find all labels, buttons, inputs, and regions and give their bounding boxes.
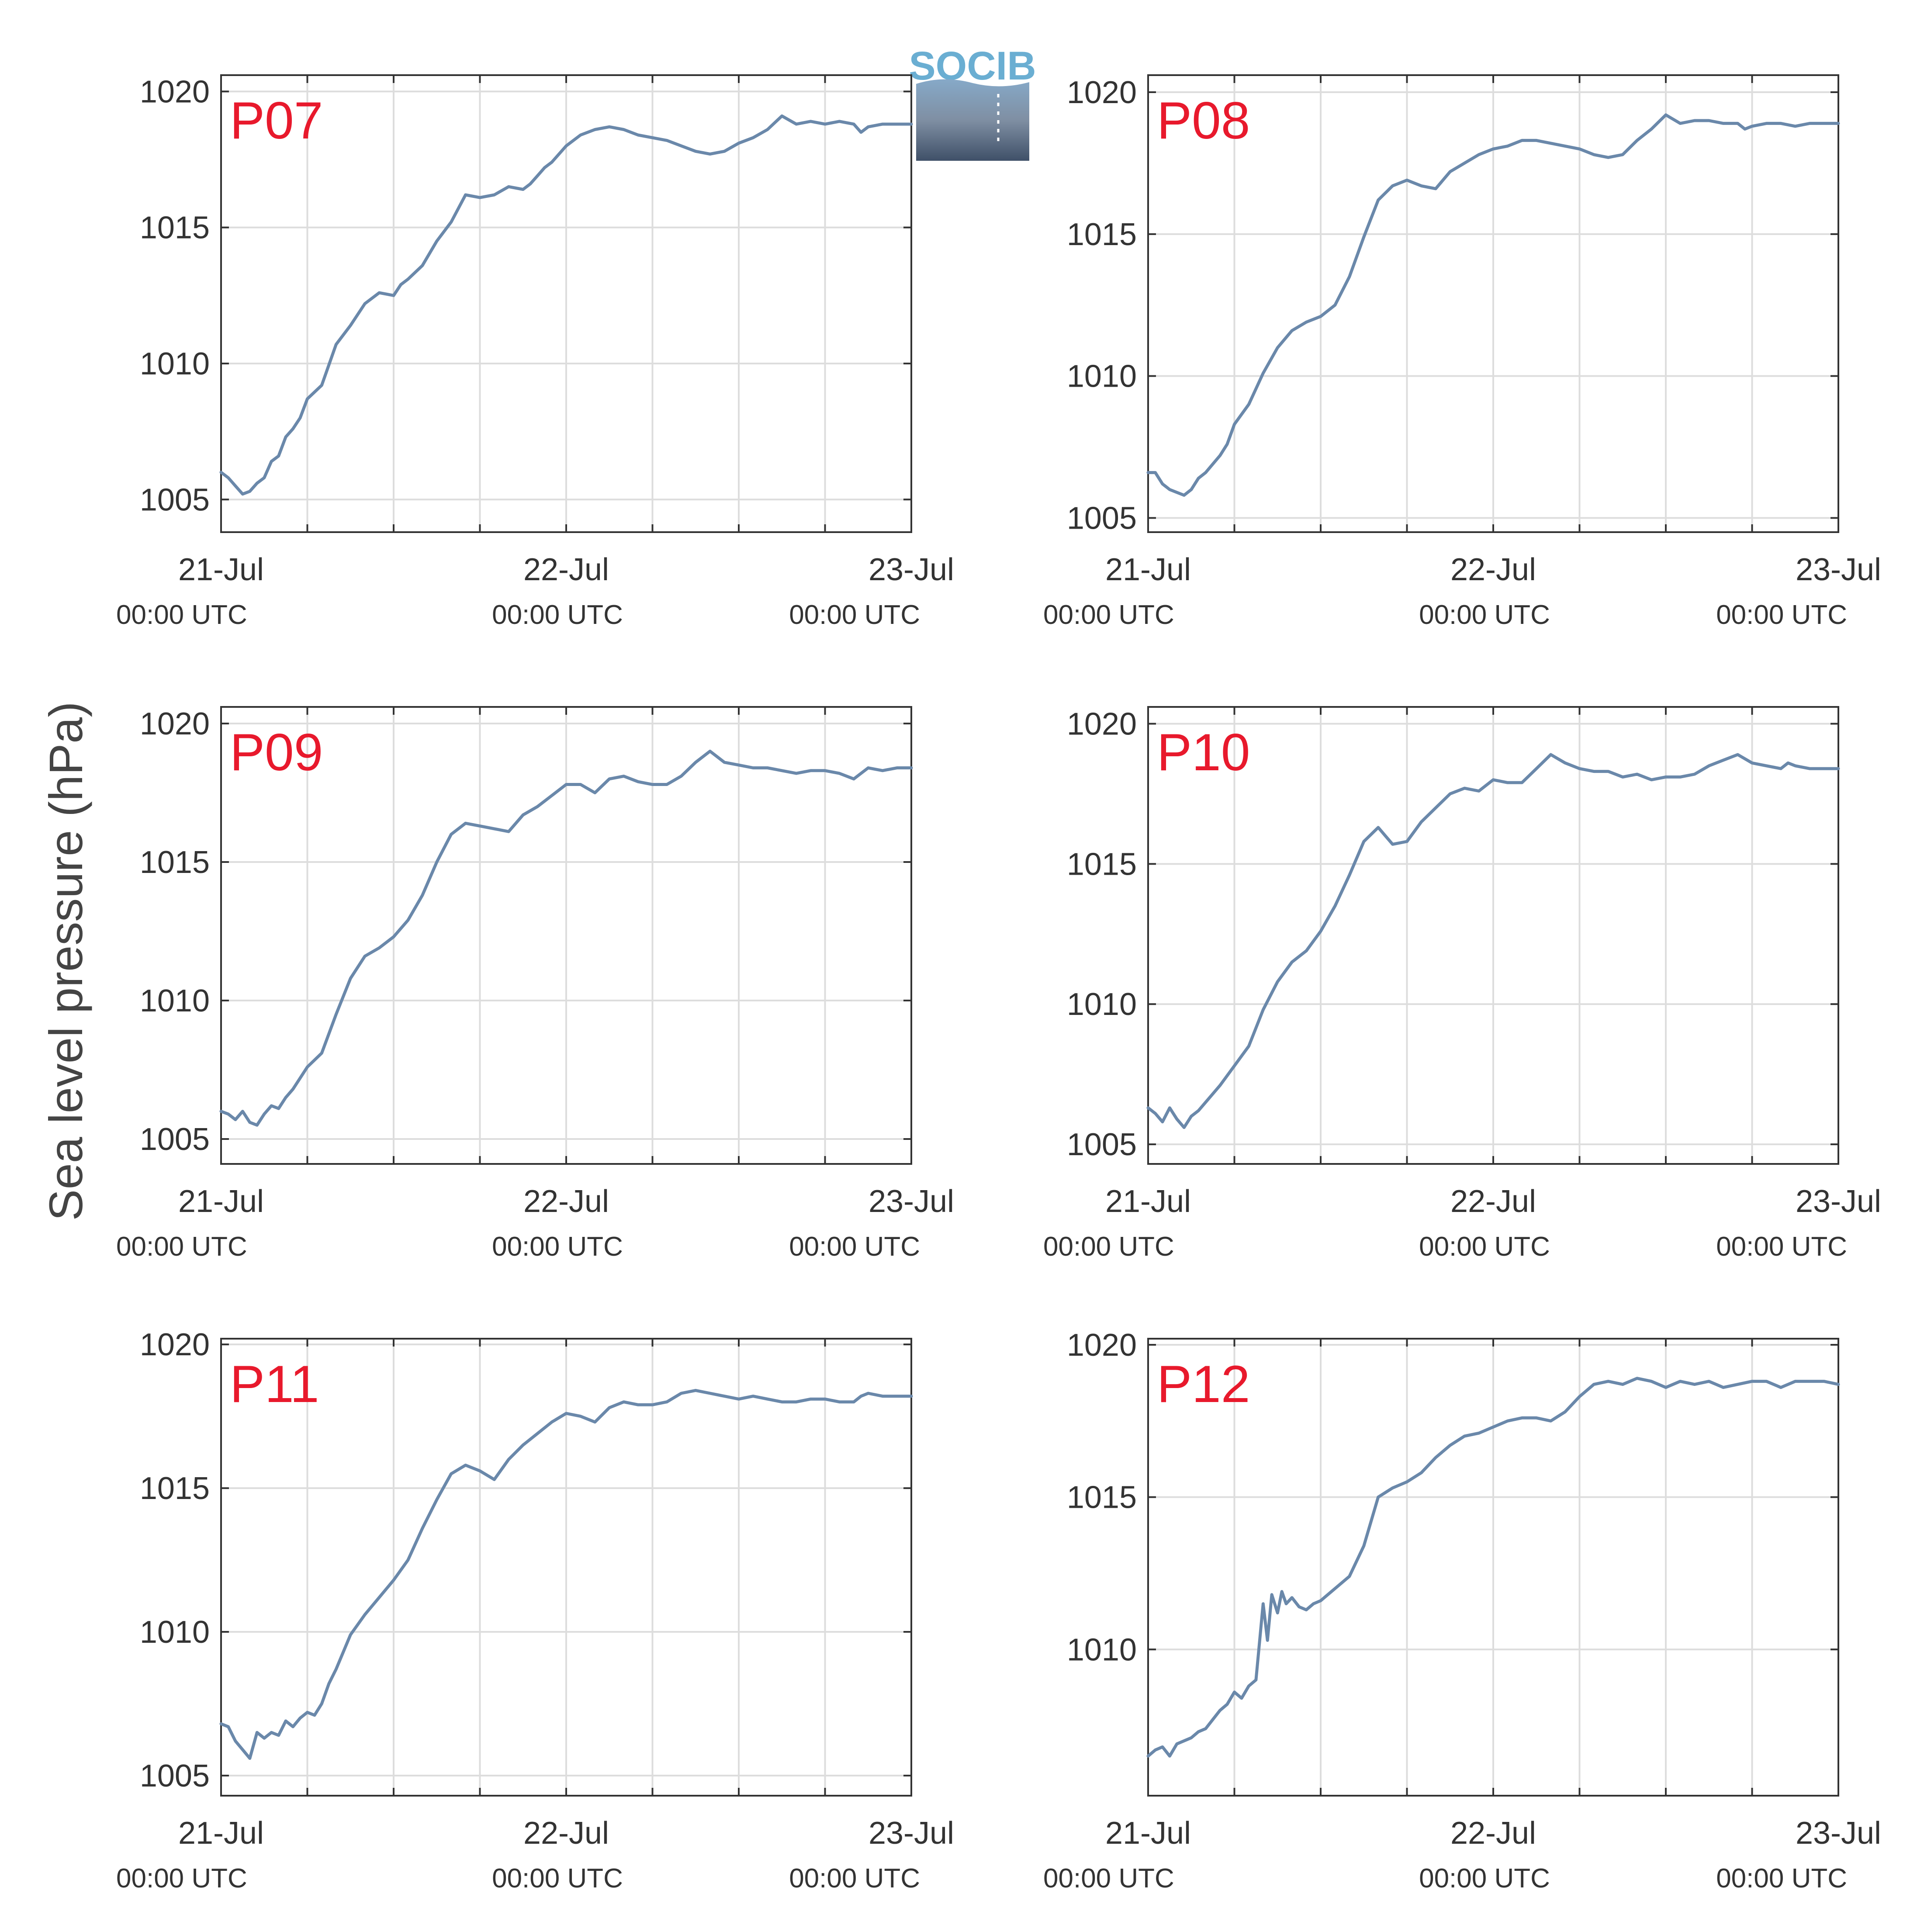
x-tick-label-time: 00:00 UTC xyxy=(1419,600,1550,630)
panel-p07: 1005 1010 1015 1020 21-Jul 00:00 UTC 22-Jul 00:… xyxy=(116,74,954,630)
panel-label: P08 xyxy=(1157,91,1250,150)
y-tick-label: 1020 xyxy=(140,74,210,109)
x-tick-label-time: 00:00 UTC xyxy=(1419,1863,1550,1894)
y-tick-label: 1020 xyxy=(140,1327,210,1362)
x-tick-label-date: 21-Jul xyxy=(1105,1816,1191,1851)
x-tick-label-time: 00:00 UTC xyxy=(1043,1863,1174,1894)
y-tick-label: 1005 xyxy=(140,1759,210,1794)
x-tick-label-date: 21-Jul xyxy=(178,552,264,587)
y-tick-label: 1020 xyxy=(140,706,210,741)
x-tick-label-date: 22-Jul xyxy=(1450,552,1536,587)
pressure-series-line xyxy=(1146,113,1840,497)
y-tick-label: 1005 xyxy=(1067,501,1137,536)
x-tick-label-time: 00:00 UTC xyxy=(789,1863,920,1894)
x-tick-label-date: 23-Jul xyxy=(1796,552,1881,587)
x-tick-label-date: 21-Jul xyxy=(1105,552,1191,587)
y-tick-label: 1015 xyxy=(1067,1480,1137,1515)
x-tick-label-date: 22-Jul xyxy=(1450,1184,1536,1219)
x-tick-label-date: 21-Jul xyxy=(1105,1184,1191,1219)
pressure-series-line xyxy=(219,1388,913,1760)
socib-logo: SOCIB xyxy=(909,44,1036,161)
x-tick-label-time: 00:00 UTC xyxy=(1716,600,1847,630)
x-tick-label-time: 00:00 UTC xyxy=(116,600,247,630)
x-tick-label-time: 00:00 UTC xyxy=(116,1863,247,1894)
y-tick-label: 1015 xyxy=(140,1471,210,1506)
x-tick-label-date: 23-Jul xyxy=(1796,1816,1881,1851)
x-tick-label-time: 00:00 UTC xyxy=(492,1232,623,1262)
panel-p09: 1005 1010 1015 1020 21-Jul 00:00 UTC 22-Jul 00:… xyxy=(116,706,954,1262)
panel-label: P10 xyxy=(1157,723,1250,782)
x-tick-label-time: 00:00 UTC xyxy=(1043,1232,1174,1262)
y-tick-label: 1015 xyxy=(1067,847,1137,882)
x-tick-label-date: 21-Jul xyxy=(178,1816,264,1851)
y-tick-label: 1015 xyxy=(140,845,210,880)
panel-p12: 1010 1015 1020 21-Jul 00:00 UTC 22-Jul 00:00 U… xyxy=(1043,1328,1881,1894)
x-tick-label-time: 00:00 UTC xyxy=(1043,600,1174,630)
panel-label: P12 xyxy=(1157,1355,1250,1413)
y-tick-label: 1005 xyxy=(140,482,210,517)
y-tick-label: 1010 xyxy=(1067,987,1137,1022)
x-tick-label-date: 22-Jul xyxy=(523,1816,609,1851)
y-tick-label: 1015 xyxy=(140,211,210,246)
y-tick-label: 1020 xyxy=(1067,707,1137,742)
logo-wave xyxy=(916,79,1029,161)
y-tick-label: 1015 xyxy=(1067,217,1137,252)
panel-p08: 1005 1010 1015 1020 21-Jul 00:00 UTC 22-Jul 00:… xyxy=(1043,74,1881,630)
x-tick-label-time: 00:00 UTC xyxy=(492,1863,623,1894)
x-tick-label-date: 23-Jul xyxy=(1796,1184,1881,1219)
y-tick-label: 1010 xyxy=(1067,1632,1137,1667)
x-tick-label-date: 22-Jul xyxy=(523,1184,609,1219)
pressure-series-line xyxy=(1146,1377,1840,1758)
pressure-series-line xyxy=(1146,753,1840,1129)
x-tick-label-time: 00:00 UTC xyxy=(492,600,623,630)
y-tick-label: 1005 xyxy=(1067,1127,1137,1162)
x-tick-label-time: 00:00 UTC xyxy=(116,1232,247,1262)
panel-label: P09 xyxy=(230,723,323,782)
y-tick-label: 1010 xyxy=(1067,359,1137,394)
x-tick-label-date: 21-Jul xyxy=(178,1184,264,1219)
x-tick-label-date: 23-Jul xyxy=(869,1816,954,1851)
x-tick-label-time: 00:00 UTC xyxy=(1716,1863,1847,1894)
x-tick-label-date: 22-Jul xyxy=(523,552,609,587)
x-tick-label-time: 00:00 UTC xyxy=(1716,1232,1847,1262)
x-tick-label-date: 23-Jul xyxy=(869,1184,954,1219)
pressure-series-line xyxy=(219,749,913,1127)
y-tick-label: 1010 xyxy=(140,983,210,1018)
pressure-series-line xyxy=(219,114,913,496)
y-tick-label: 1010 xyxy=(140,1615,210,1650)
y-tick-label: 1005 xyxy=(140,1122,210,1157)
panel-label: P07 xyxy=(230,91,323,150)
x-tick-label-time: 00:00 UTC xyxy=(789,1232,920,1262)
y-tick-label: 1020 xyxy=(1067,75,1137,110)
y-tick-label: 1010 xyxy=(140,346,210,381)
panel-p11: 1005 1010 1015 1020 21-Jul 00:00 UTC 22-Jul 00:… xyxy=(116,1327,954,1894)
y-tick-label: 1020 xyxy=(1067,1328,1137,1363)
panel-label: P11 xyxy=(230,1355,319,1413)
x-tick-label-time: 00:00 UTC xyxy=(789,600,920,630)
panel-p10: 1005 1010 1015 1020 21-Jul 00:00 UTC 22-Jul 00:… xyxy=(1043,706,1881,1262)
x-tick-label-date: 23-Jul xyxy=(869,552,954,587)
x-tick-label-time: 00:00 UTC xyxy=(1419,1232,1550,1262)
y-axis-label: Sea level pressure (hPa) xyxy=(39,702,92,1221)
x-tick-label-date: 22-Jul xyxy=(1450,1816,1536,1851)
